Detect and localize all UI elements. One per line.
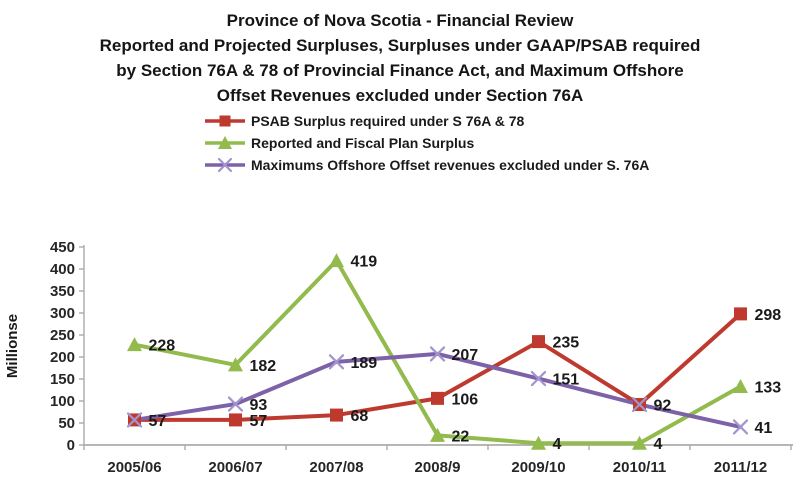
y-axis-tick-label: 0 — [67, 437, 75, 454]
data-point-label: 68 — [351, 408, 369, 425]
chart-title-line-3: by Section 76A & 78 of Provincial Financ… — [116, 61, 684, 80]
data-point-marker-square — [229, 413, 242, 427]
y-axis-tick-label: 150 — [50, 371, 75, 388]
x-axis-tick-label: 2005/06 — [107, 459, 161, 476]
data-point-marker-triangle — [228, 357, 243, 372]
data-point-label: 22 — [452, 428, 470, 445]
chart-title-line-4: Offset Revenues excluded under Section 7… — [216, 86, 584, 105]
legend-x-marker-icon — [205, 157, 245, 173]
legend-triangle-marker-icon — [205, 136, 245, 149]
data-point-marker-x — [530, 370, 547, 387]
x-axis-tick-label: 2008/9 — [415, 459, 461, 476]
data-point-marker-triangle — [329, 253, 344, 268]
legend-label: Reported and Fiscal Plan Surplus — [251, 135, 475, 151]
y-axis-tick-label: 250 — [50, 327, 75, 344]
data-point-label: 4 — [553, 436, 562, 453]
y-axis-tick-label: 100 — [50, 393, 75, 410]
x-axis-tick-label: 2006/07 — [208, 459, 262, 476]
data-point-marker-x — [429, 346, 446, 362]
chart-title-line-1: Province of Nova Scotia - Financial Revi… — [226, 11, 574, 30]
data-point-label: 182 — [250, 358, 277, 375]
data-point-marker-x — [631, 396, 648, 413]
legend-item: Maximums Offshore Offset revenues exclud… — [205, 154, 649, 176]
y-axis-tick-label: 400 — [50, 261, 75, 278]
y-axis-tick-label: 200 — [50, 349, 75, 366]
y-axis-title: Millionse — [4, 314, 21, 378]
data-point-label: 57 — [149, 413, 167, 430]
data-point-label: 151 — [553, 372, 580, 389]
data-point-marker-triangle — [127, 337, 142, 352]
legend-label: PSAB Surplus required under S 76A & 78 — [251, 113, 525, 129]
data-point-marker-triangle — [218, 136, 232, 149]
y-axis-tick-label: 50 — [58, 415, 75, 432]
y-axis-tick-label: 450 — [50, 239, 75, 256]
data-point-marker-square — [532, 335, 545, 349]
chart-legend: PSAB Surplus required under S 76A & 78 Re… — [205, 110, 649, 176]
legend-square-marker-icon — [205, 115, 245, 127]
data-point-label: 4 — [654, 436, 663, 453]
data-point-label: 419 — [351, 254, 378, 271]
data-point-marker-triangle — [430, 427, 445, 442]
data-point-marker-triangle — [632, 435, 647, 450]
y-axis-tick-label: 300 — [50, 305, 75, 322]
chart-title: Province of Nova Scotia - Financial Revi… — [0, 8, 800, 108]
data-point-marker-square — [734, 307, 747, 321]
data-point-marker-x — [328, 354, 345, 370]
y-axis-tick-label: 350 — [50, 283, 75, 300]
legend-item: PSAB Surplus required under S 76A & 78 — [205, 110, 649, 132]
data-point-marker-x — [227, 396, 244, 412]
data-point-marker-x — [732, 419, 749, 435]
x-axis-tick-label: 2010/11 — [613, 459, 666, 476]
data-point-marker-x — [217, 157, 233, 173]
data-point-label: 235 — [553, 335, 580, 352]
data-point-marker-x — [126, 412, 143, 428]
data-point-label: 106 — [452, 391, 479, 408]
x-axis-tick-label: 2011/12 — [714, 459, 767, 476]
data-point-label: 92 — [654, 398, 672, 415]
data-point-label: 57 — [250, 413, 268, 430]
data-point-label: 93 — [250, 397, 268, 414]
data-point-label: 207 — [452, 347, 479, 364]
data-point-marker-square — [431, 391, 444, 405]
data-point-marker-square — [330, 408, 343, 422]
data-point-marker-triangle — [733, 378, 748, 393]
legend-item: Reported and Fiscal Plan Surplus — [205, 132, 649, 154]
data-point-label: 298 — [755, 307, 782, 324]
x-axis-tick-label: 2009/10 — [511, 459, 565, 476]
data-point-label: 133 — [755, 379, 782, 396]
data-point-label: 228 — [149, 338, 176, 355]
data-point-marker-triangle — [531, 435, 546, 450]
data-point-label: 189 — [351, 355, 378, 372]
data-point-label: 41 — [755, 420, 773, 437]
x-axis-tick-label: 2007/08 — [309, 459, 363, 476]
data-point-marker-square — [219, 115, 231, 127]
chart-title-line-2: Reported and Projected Surpluses, Surplu… — [99, 36, 701, 55]
legend-label: Maximums Offshore Offset revenues exclud… — [251, 157, 650, 173]
